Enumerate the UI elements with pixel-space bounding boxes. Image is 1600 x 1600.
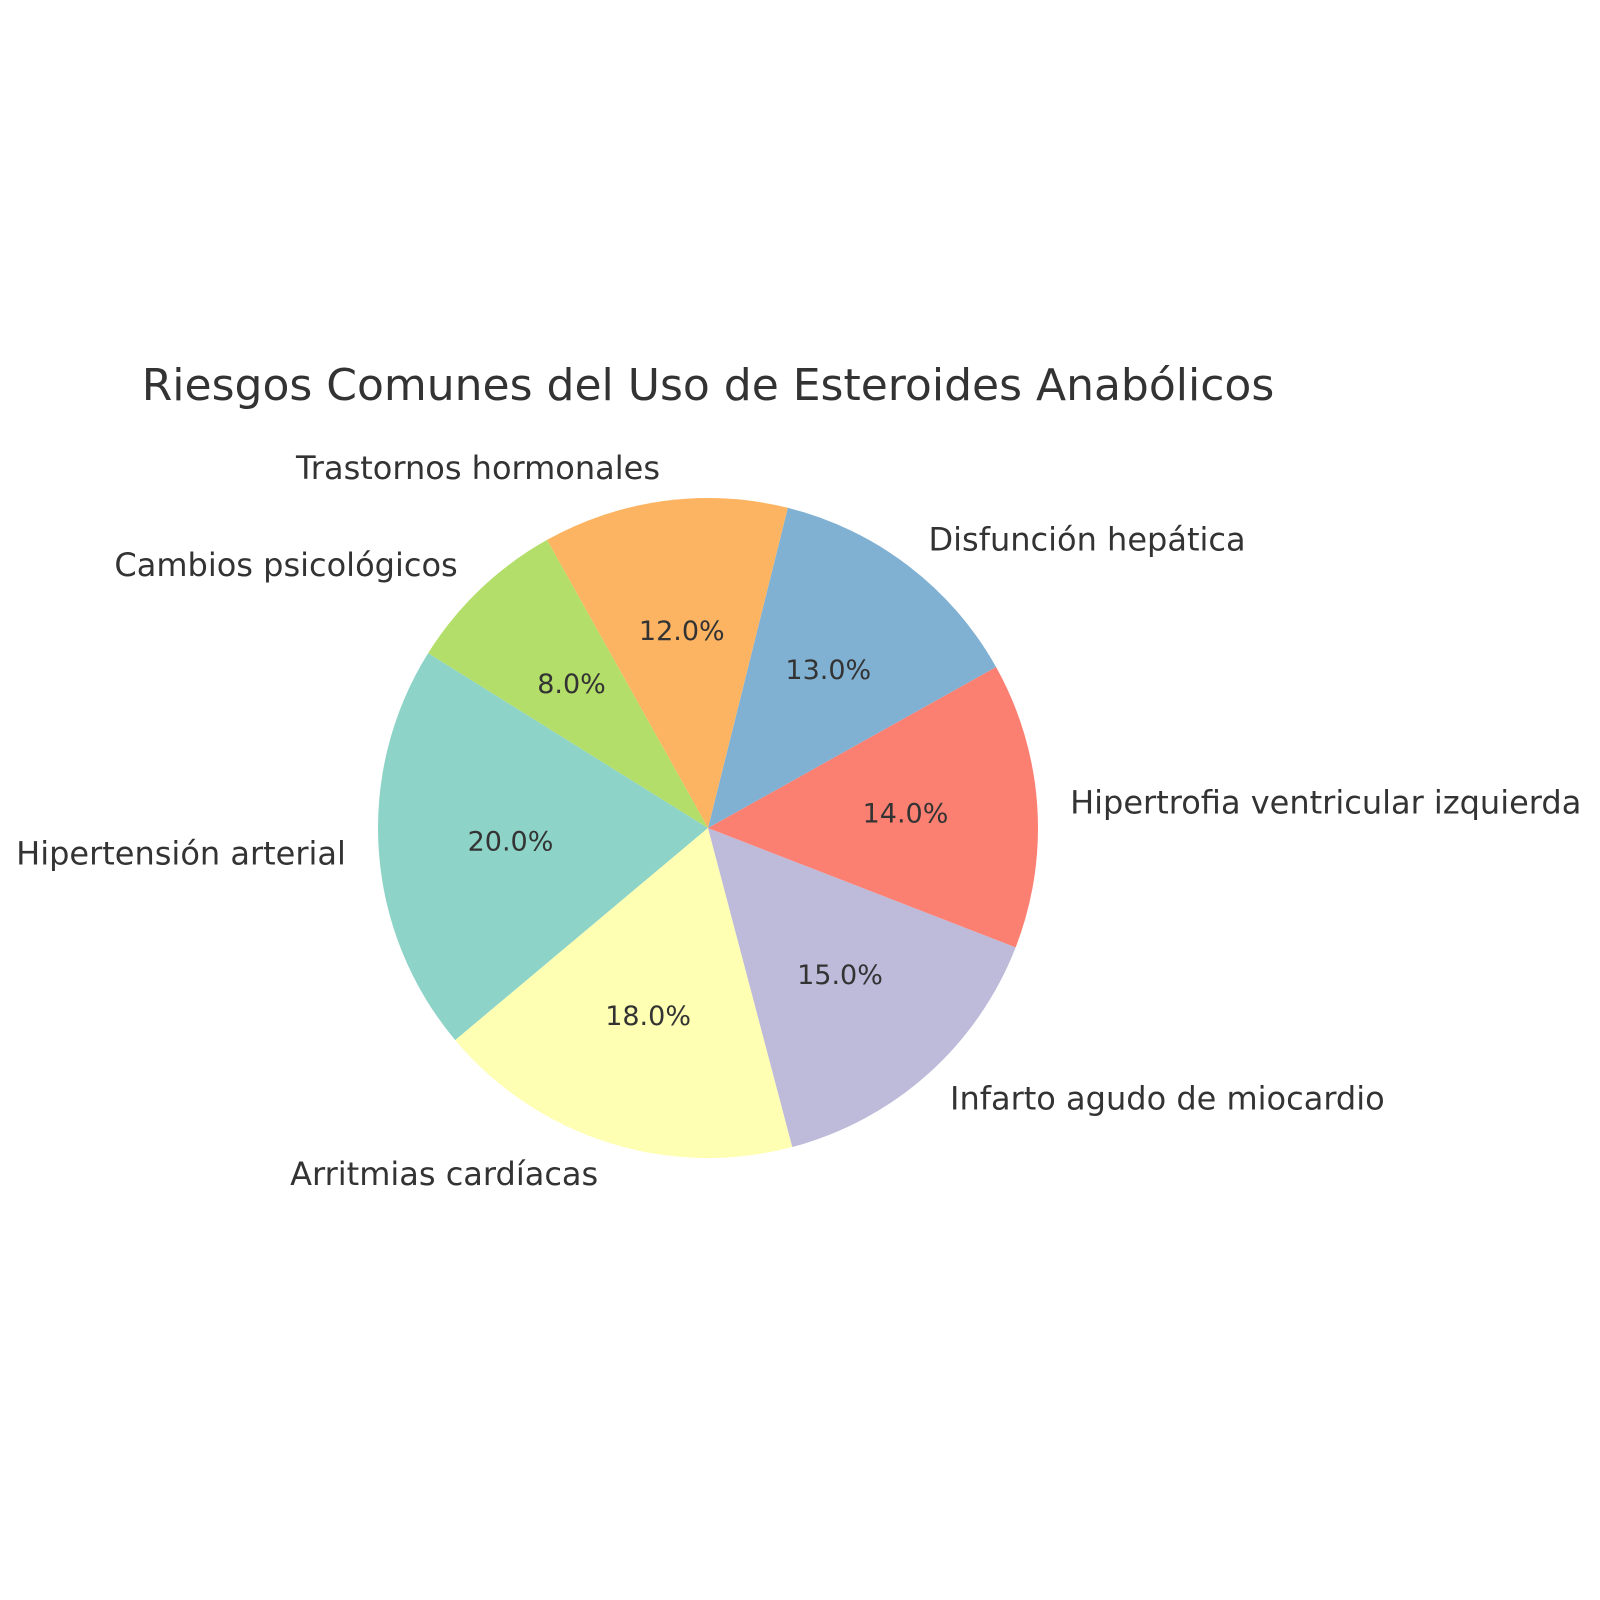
pct-label-arritmias-cardiacas: 18.0% bbox=[605, 1001, 691, 1032]
slice-label-infarto-agudo-de-miocardio: Infarto agudo de miocardio bbox=[950, 1080, 1385, 1118]
pie-slice-arritmias-cardiacas bbox=[455, 828, 793, 1158]
slice-label-trastornos-hormonales: Trastornos hormonales bbox=[295, 449, 660, 487]
pie-slice-disfuncion-hepatica bbox=[708, 507, 997, 828]
pie-slice-trastornos-hormonales bbox=[547, 498, 788, 828]
pie-slice-hipertrofia-ventricular-izquierda bbox=[708, 667, 1038, 948]
pct-label-trastornos-hormonales: 12.0% bbox=[639, 616, 725, 647]
slice-label-arritmias-cardiacas: Arritmias cardíacas bbox=[290, 1155, 598, 1193]
slice-label-hipertrofia-ventricular-izquierda: Hipertrofia ventricular izquierda bbox=[1070, 784, 1581, 822]
slice-label-cambios-psicologicos: Cambios psicológicos bbox=[114, 546, 457, 584]
pct-label-cambios-psicologicos: 8.0% bbox=[537, 669, 606, 700]
pct-label-infarto-agudo-de-miocardio: 15.0% bbox=[797, 960, 883, 991]
chart-title: Riesgos Comunes del Uso de Esteroides An… bbox=[142, 360, 1275, 411]
pie-slice-cambios-psicologicos bbox=[428, 539, 708, 828]
pct-label-hipertrofia-ventricular-izquierda: 14.0% bbox=[863, 799, 949, 830]
slice-label-hipertension-arterial: Hipertensión arterial bbox=[16, 834, 346, 872]
pie-slice-infarto-agudo-de-miocardio bbox=[708, 828, 1016, 1148]
pct-label-hipertension-arterial: 20.0% bbox=[468, 826, 554, 857]
pct-label-disfuncion-hepatica: 13.0% bbox=[785, 655, 871, 686]
pie-slices bbox=[378, 498, 1038, 1158]
pie-slice-hipertension-arterial bbox=[378, 653, 708, 1041]
pie-labels: 20.0% Hipertensión arterial 18.0% Arritmias… bbox=[16, 449, 1581, 1193]
slice-label-disfuncion-hepatica: Disfunción hepática bbox=[929, 521, 1246, 559]
